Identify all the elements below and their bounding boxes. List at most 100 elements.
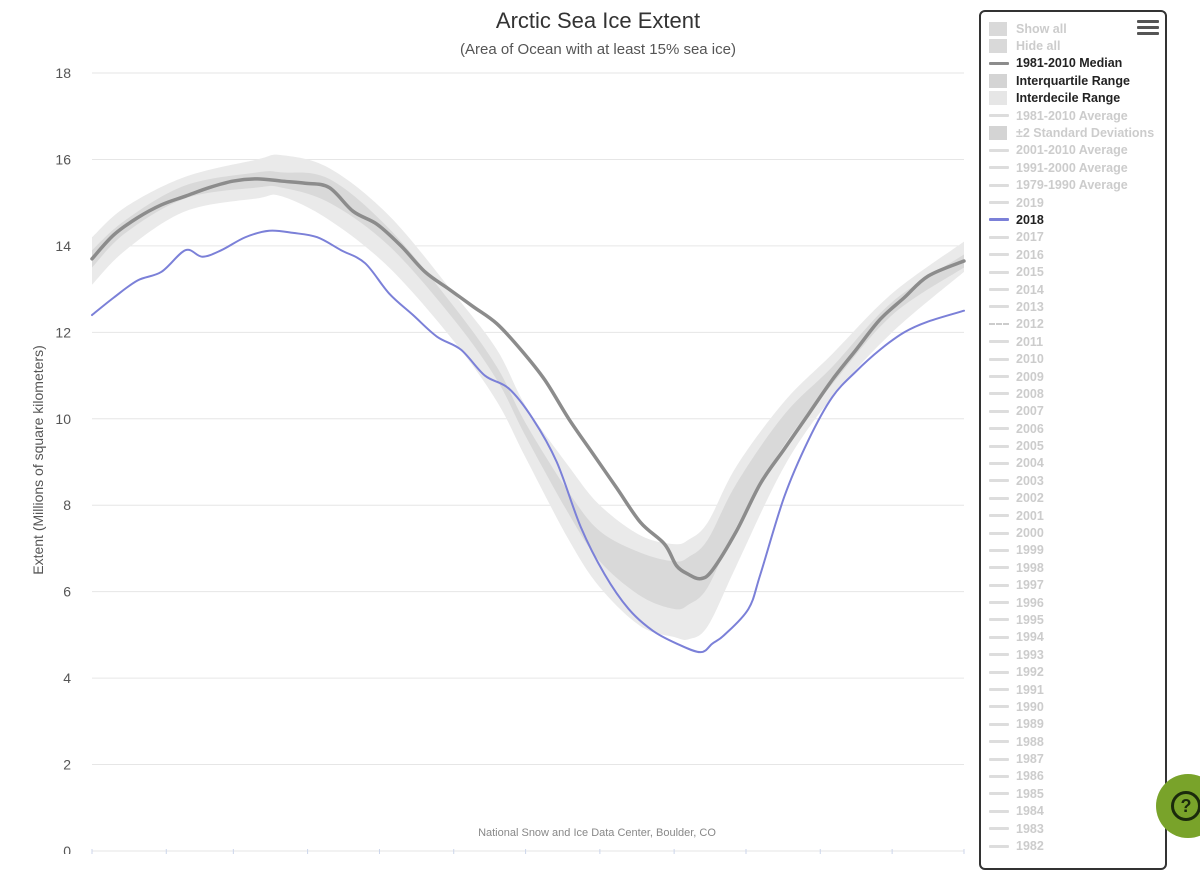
legend-swatch (989, 629, 1009, 646)
legend-swatch (989, 316, 1009, 333)
legend-item-2000[interactable]: 2000 (989, 524, 1161, 541)
legend-item-2012[interactable]: 2012 (989, 316, 1161, 333)
legend-swatch (989, 716, 1009, 733)
legend-label: 2010 (1016, 352, 1044, 367)
legend-item-1992[interactable]: 1992 (989, 663, 1161, 680)
band-interquartile-range (92, 171, 964, 610)
legend-label: Interquartile Range (1016, 73, 1130, 88)
hamburger-icon[interactable] (1137, 18, 1159, 38)
legend-item-1984[interactable]: 1984 (989, 803, 1161, 820)
legend-swatch (989, 368, 1009, 385)
legend-item-2013[interactable]: 2013 (989, 298, 1161, 315)
legend-item-1986[interactable]: 1986 (989, 768, 1161, 785)
legend-item-1988[interactable]: 1988 (989, 733, 1161, 750)
legend-swatch (989, 55, 1009, 72)
legend-label: 2012 (1016, 317, 1044, 332)
legend-item-1993[interactable]: 1993 (989, 646, 1161, 663)
legend-item-2004[interactable]: 2004 (989, 455, 1161, 472)
y-tick-label: 12 (55, 324, 71, 340)
legend-item-2010[interactable]: 2010 (989, 350, 1161, 367)
y-axis-label: Extent (Millions of square kilometers) (30, 345, 46, 575)
legend-item-2008[interactable]: 2008 (989, 385, 1161, 402)
legend-swatch (989, 785, 1009, 802)
legend-swatch (989, 177, 1009, 194)
chart-subtitle: (Area of Ocean with at least 15% sea ice… (460, 41, 736, 58)
legend-swatch (989, 298, 1009, 315)
legend-label: 2008 (1016, 386, 1044, 401)
legend-swatch (989, 351, 1009, 368)
legend-item-1989[interactable]: 1989 (989, 716, 1161, 733)
legend-label: 2002 (1016, 491, 1044, 506)
legend-label: 1985 (1016, 786, 1044, 801)
legend-swatch (989, 72, 1009, 89)
legend-item-2002[interactable]: 2002 (989, 490, 1161, 507)
legend-item-2005[interactable]: 2005 (989, 437, 1161, 454)
legend-item-2019[interactable]: 2019 (989, 194, 1161, 211)
legend-label: 1979-1990 Average (1016, 178, 1128, 193)
legend-item-1991[interactable]: 1991 (989, 681, 1161, 698)
legend-item-hide-all[interactable]: Hide all (989, 37, 1161, 54)
legend-label: 1991 (1016, 682, 1044, 697)
legend-label: 1994 (1016, 630, 1044, 645)
range-bands (92, 154, 964, 640)
legend-item-1999[interactable]: 1999 (989, 542, 1161, 559)
legend-item-interquartile-range[interactable]: Interquartile Range (989, 72, 1161, 89)
legend-item-2001-2010-average[interactable]: 2001-2010 Average (989, 142, 1161, 159)
legend-label: 1983 (1016, 821, 1044, 836)
legend-item-2016[interactable]: 2016 (989, 246, 1161, 263)
legend-item-1995[interactable]: 1995 (989, 611, 1161, 628)
legend-label: 2004 (1016, 456, 1044, 471)
legend-item-2009[interactable]: 2009 (989, 368, 1161, 385)
legend-swatch (989, 211, 1009, 228)
legend-item-2014[interactable]: 2014 (989, 281, 1161, 298)
legend-item-1996[interactable]: 1996 (989, 594, 1161, 611)
legend-item-1998[interactable]: 1998 (989, 559, 1161, 576)
legend-swatch (989, 246, 1009, 263)
legend-label: 2015 (1016, 265, 1044, 280)
legend-item-1983[interactable]: 1983 (989, 820, 1161, 837)
x-axis-ticks (91, 849, 965, 854)
legend-item-1990[interactable]: 1990 (989, 698, 1161, 715)
legend-item-2003[interactable]: 2003 (989, 472, 1161, 489)
legend-item-2011[interactable]: 2011 (989, 333, 1161, 350)
y-tick-label: 2 (63, 757, 71, 773)
legend-swatch (989, 264, 1009, 281)
legend-item-1997[interactable]: 1997 (989, 577, 1161, 594)
legend-item-1991-2000-average[interactable]: 1991-2000 Average (989, 159, 1161, 176)
legend-swatch (989, 385, 1009, 402)
legend-swatch (989, 472, 1009, 489)
legend-item-1981-2010-average[interactable]: 1981-2010 Average (989, 107, 1161, 124)
legend-label: 2001 (1016, 508, 1044, 523)
legend-item-1987[interactable]: 1987 (989, 750, 1161, 767)
legend-swatch (989, 107, 1009, 124)
legend-item-1994[interactable]: 1994 (989, 629, 1161, 646)
legend-swatch (989, 681, 1009, 698)
legend-label: Show all (1016, 21, 1067, 36)
legend-swatch (989, 803, 1009, 820)
legend-item-2007[interactable]: 2007 (989, 403, 1161, 420)
legend-label: 1984 (1016, 804, 1044, 819)
legend-item-2015[interactable]: 2015 (989, 263, 1161, 280)
legend-item-2017[interactable]: 2017 (989, 229, 1161, 246)
legend-item-show-all[interactable]: Show all (989, 20, 1161, 37)
legend-item-1981-2010-median[interactable]: 1981-2010 Median (989, 55, 1161, 72)
legend-swatch (989, 194, 1009, 211)
legend-swatch (989, 577, 1009, 594)
legend-item-2006[interactable]: 2006 (989, 420, 1161, 437)
legend-item-interdecile-range[interactable]: Interdecile Range (989, 90, 1161, 107)
legend-item-1985[interactable]: 1985 (989, 785, 1161, 802)
legend-label: 1991-2000 Average (1016, 160, 1128, 175)
legend-item-2-standard-deviations[interactable]: ±2 Standard Deviations (989, 124, 1161, 141)
legend-label: 1981-2010 Median (1016, 56, 1123, 71)
y-tick-label: 18 (55, 65, 71, 81)
legend-label: 1995 (1016, 612, 1044, 627)
legend-swatch (989, 733, 1009, 750)
legend-item-2018[interactable]: 2018 (989, 211, 1161, 228)
legend-swatch (989, 455, 1009, 472)
legend-item-1979-1990-average[interactable]: 1979-1990 Average (989, 177, 1161, 194)
legend-item-2001[interactable]: 2001 (989, 507, 1161, 524)
legend-item-1982[interactable]: 1982 (989, 837, 1161, 854)
help-button[interactable]: ? (1156, 774, 1200, 838)
legend-label: 2011 (1016, 334, 1044, 349)
series-lines (90, 177, 966, 654)
